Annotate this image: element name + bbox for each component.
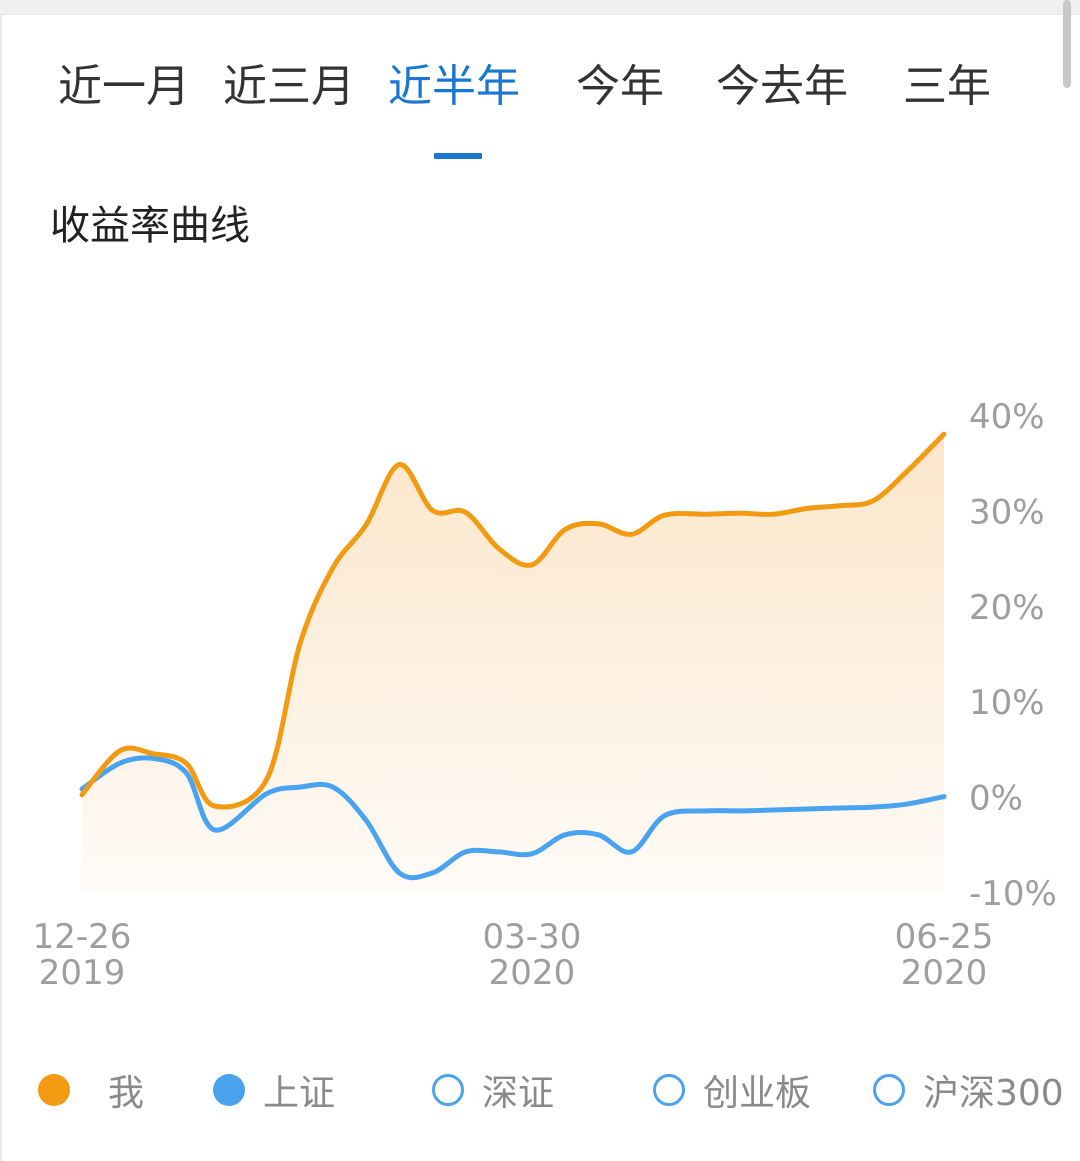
legend-label-szse: 深证 [482,1073,555,1114]
legend-dot-me [38,1074,70,1106]
legend-dot-csi300 [873,1074,905,1106]
left-edge-divider [0,14,2,1161]
y-tick-label: 20% [969,588,1045,628]
legend-item-szse[interactable]: 深证 [432,1060,554,1120]
tab-half-year[interactable]: 近半年 [388,61,520,112]
active-tab-indicator [434,153,482,159]
legend-dot-szse [432,1074,464,1106]
y-tick-label: 30% [969,492,1045,532]
legend-label-sse: 上证 [263,1073,336,1114]
x-tick-year-label: 2020 [901,953,988,993]
section-title: 收益率曲线 [50,203,250,249]
y-tick-label: -10% [969,874,1057,914]
tab-this-year[interactable]: 今年 [576,61,664,112]
x-tick-date-label: 03-30 [483,917,582,957]
y-tick-label: 40% [969,397,1045,437]
tab-1-month[interactable]: 近一月 [58,61,190,112]
legend-item-sse[interactable]: 上证 [213,1060,335,1120]
legend-dot-sse [213,1074,245,1106]
scrollbar[interactable] [1063,0,1071,88]
x-tick-date-label: 12-26 [33,917,132,957]
legend-item-me[interactable]: 我 [38,1060,144,1120]
y-tick-label: 10% [969,683,1045,723]
y-tick-label: 0% [969,779,1023,819]
top-bar [0,0,1080,15]
legend-dot-chinext [653,1074,685,1106]
x-tick-year-label: 2019 [39,953,126,993]
legend-label-me: 我 [108,1073,145,1114]
legend-item-chinext[interactable]: 创业板 [653,1060,811,1120]
x-tick-date-label: 06-25 [895,917,994,957]
return-rate-chart: 40%30%20%10%0%-10%12-26201903-30202006-2… [33,397,1057,993]
legend-label-csi300: 沪深300 [923,1073,1064,1114]
tab-3-months[interactable]: 近三月 [223,61,355,112]
series-sse-line [79,755,947,881]
chart-legend: 我 上证 深证 创业板 沪深300 [0,1060,1080,1120]
legend-item-csi300[interactable]: 沪深300 [873,1060,1064,1120]
series-me-line [79,431,947,810]
series-me-area [82,434,944,892]
tab-this-and-last-year[interactable]: 今去年 [716,61,848,112]
x-tick-year-label: 2020 [489,953,576,993]
legend-label-chinext: 创业板 [703,1073,812,1114]
period-tabs: 近一月 近三月 近半年 今年 今去年 三年 [0,52,1080,122]
tab-three-years[interactable]: 三年 [903,61,991,112]
